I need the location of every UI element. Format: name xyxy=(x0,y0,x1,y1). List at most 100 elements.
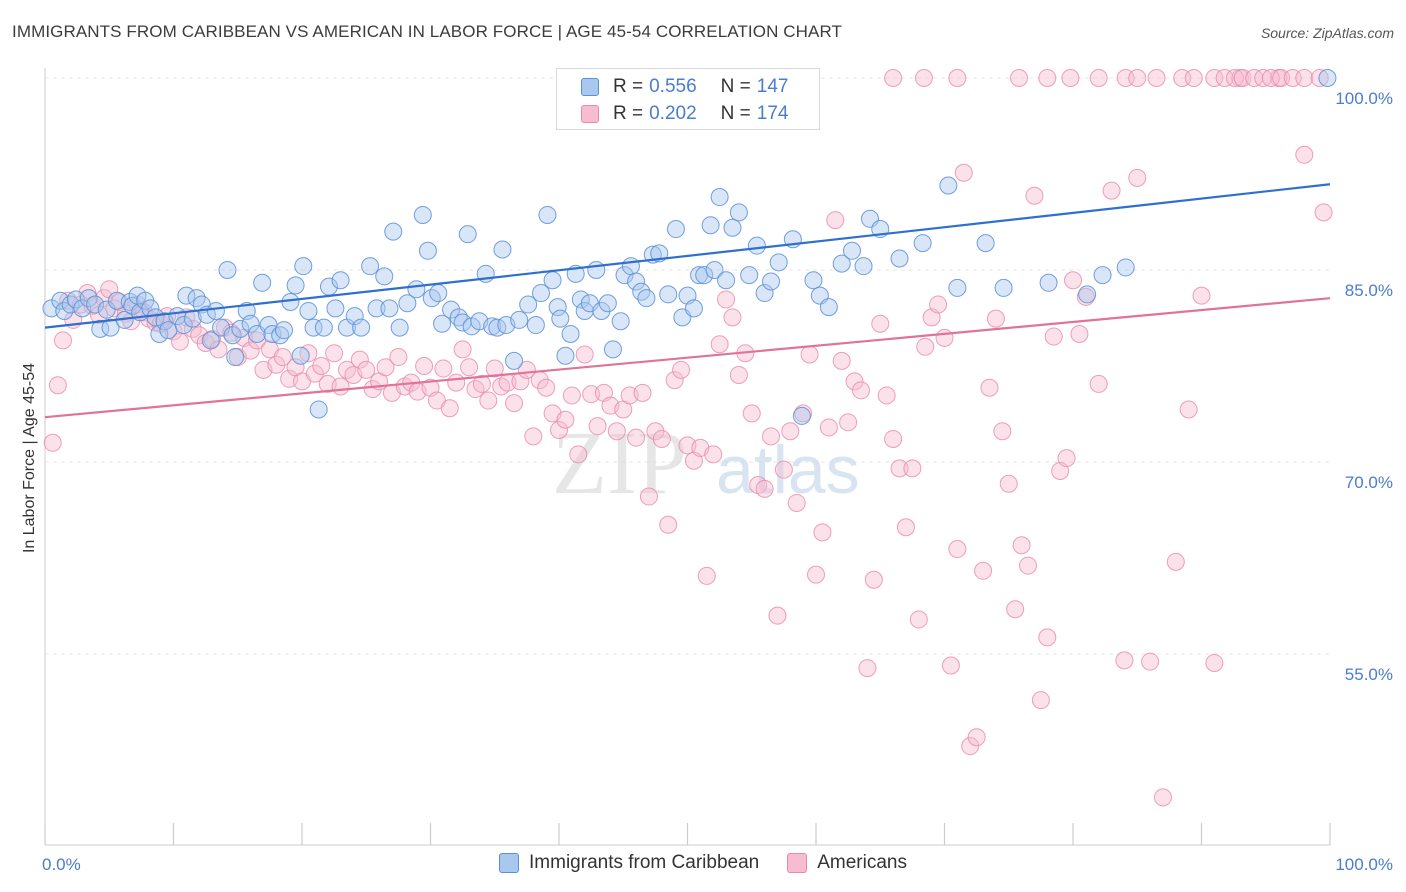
americans-point xyxy=(1025,186,1044,205)
caribbean-point xyxy=(299,301,318,320)
americans-point xyxy=(248,331,267,350)
caribbean-point xyxy=(380,299,399,318)
caribbean-point xyxy=(659,285,678,304)
americans-point xyxy=(639,487,658,506)
americans-point xyxy=(845,372,864,391)
americans-point xyxy=(1205,69,1224,87)
americans-point xyxy=(325,344,344,363)
americans-point xyxy=(312,357,331,375)
caribbean-point xyxy=(241,314,260,333)
americans-point xyxy=(53,331,72,350)
caribbean-point xyxy=(598,294,617,313)
americans-point xyxy=(1225,69,1244,87)
americans-point xyxy=(903,459,922,478)
legend-item-caribbean[interactable]: Immigrants from Caribbean xyxy=(499,852,759,874)
americans-point xyxy=(1314,203,1333,222)
americans-point xyxy=(871,314,890,333)
caribbean-point xyxy=(286,276,305,295)
americans-point xyxy=(1044,327,1063,346)
americans-point xyxy=(562,386,581,405)
americans-point xyxy=(550,421,568,439)
caribbean-point xyxy=(510,310,529,329)
americans-point xyxy=(652,429,671,448)
americans-point xyxy=(453,340,472,359)
caribbean-point xyxy=(1093,266,1112,285)
americans-point xyxy=(524,427,543,446)
americans-point xyxy=(460,358,479,377)
caribbean-point xyxy=(994,278,1013,297)
caribbean-point xyxy=(615,266,634,285)
caribbean-point xyxy=(429,284,448,303)
americans-point xyxy=(1205,653,1224,672)
caribbean-point xyxy=(79,289,98,308)
caribbean-point xyxy=(723,218,742,237)
legend-item-americans[interactable]: Americans xyxy=(787,852,907,874)
caribbean-point xyxy=(390,318,409,337)
americans-point xyxy=(1061,69,1080,87)
americans-point xyxy=(864,570,883,589)
watermark-atlas: atlas xyxy=(716,432,860,508)
americans-point xyxy=(1057,449,1076,468)
americans-point xyxy=(1019,556,1038,575)
caribbean-point xyxy=(762,272,781,291)
caribbean-point xyxy=(1078,285,1097,304)
americans-point xyxy=(896,518,915,537)
americans-point xyxy=(1192,286,1211,305)
americans-point xyxy=(569,445,588,464)
americans-point xyxy=(787,493,806,512)
y-tick-label: 100.0% xyxy=(1335,89,1393,108)
americans-point xyxy=(762,427,781,446)
americans-point xyxy=(1012,536,1031,555)
americans-point xyxy=(376,358,395,377)
americans-point xyxy=(588,417,607,436)
americans-point xyxy=(1115,651,1134,670)
caribbean-point xyxy=(755,284,774,303)
caribbean-point xyxy=(331,271,350,290)
americans-point xyxy=(415,357,434,375)
legend-swatch-americans xyxy=(581,105,599,123)
x-tick-label-min: 0.0% xyxy=(42,855,81,874)
caribbean-point xyxy=(231,319,250,338)
caribbean-point xyxy=(304,318,323,337)
americans-point xyxy=(1064,271,1082,290)
americans-point xyxy=(582,385,601,404)
caribbean-point xyxy=(769,253,788,272)
caribbean-point xyxy=(561,325,580,343)
caribbean-point xyxy=(1039,273,1058,292)
americans-point xyxy=(1038,69,1057,87)
americans-point xyxy=(1215,69,1234,87)
caribbean-point xyxy=(548,298,567,317)
caribbean-point xyxy=(223,326,242,345)
americans-point xyxy=(916,337,935,356)
legend-row-caribbean: R = 0.556 N = 147 xyxy=(581,74,788,100)
americans-point xyxy=(941,656,960,675)
caribbean-point xyxy=(948,278,967,297)
americans-point xyxy=(646,422,665,441)
americans-point xyxy=(389,348,408,367)
caribbean-point xyxy=(740,266,759,285)
legend-n-value: 174 xyxy=(756,103,789,124)
caribbean-point xyxy=(526,316,545,335)
caribbean-point xyxy=(571,290,590,309)
americans-point xyxy=(768,606,787,625)
americans-point xyxy=(884,69,903,87)
legend-label-americans: Americans xyxy=(817,852,907,873)
caribbean-point xyxy=(637,289,656,308)
caribbean-point xyxy=(939,176,958,195)
caribbean-point xyxy=(832,254,851,273)
americans-point xyxy=(672,360,691,379)
caribbean-point xyxy=(603,340,622,359)
caribbean-point xyxy=(705,261,724,279)
americans-point xyxy=(170,332,189,351)
caribbean-point xyxy=(314,318,333,337)
caribbean-point xyxy=(375,267,394,286)
caribbean-point xyxy=(717,271,736,290)
americans-point xyxy=(158,307,177,326)
americans-point xyxy=(961,737,980,756)
source-label: Source: ZipAtlas.com xyxy=(1260,25,1394,41)
americans-point xyxy=(665,371,684,390)
caribbean-point xyxy=(519,295,538,314)
americans-point xyxy=(914,69,933,87)
caribbean-point xyxy=(890,249,909,268)
